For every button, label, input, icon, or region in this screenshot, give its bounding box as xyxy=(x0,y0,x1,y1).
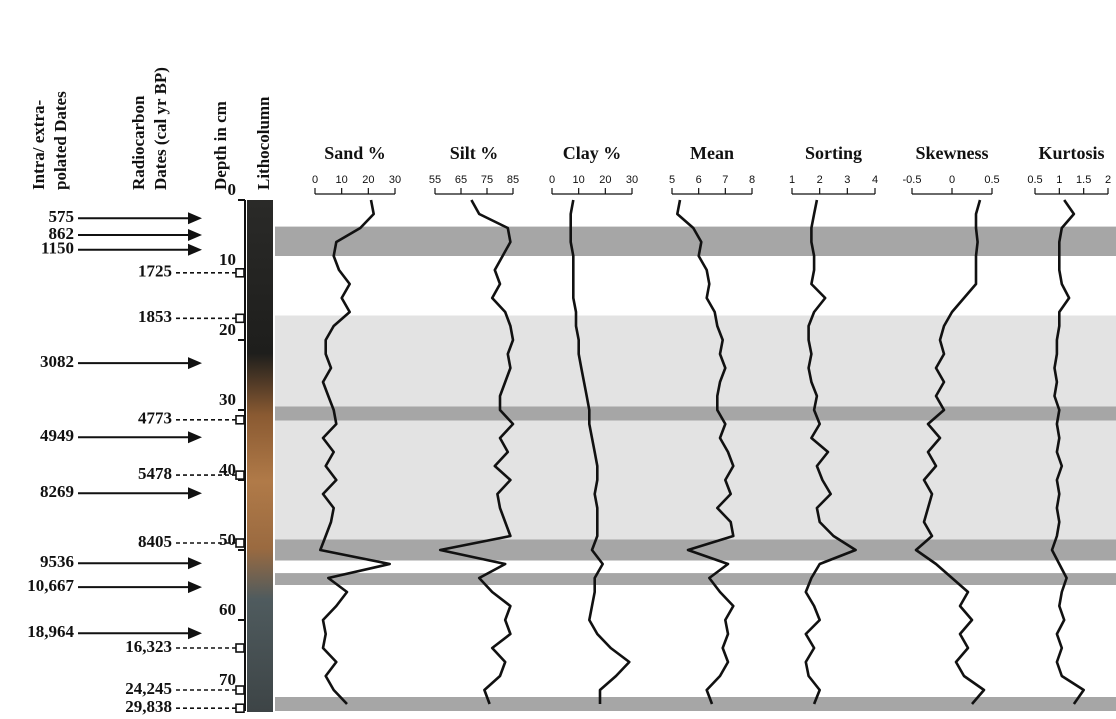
x-tick-label: 30 xyxy=(626,174,638,186)
date-marker xyxy=(236,314,244,322)
depth-band xyxy=(275,540,1116,561)
y-tick-label: 0 xyxy=(228,180,237,199)
arrow-head xyxy=(188,581,202,593)
date-marker xyxy=(236,686,244,694)
panel-title: Sand % xyxy=(324,143,386,163)
depth-band xyxy=(275,697,1116,711)
x-tick-label: 6 xyxy=(696,174,702,186)
interpolated-date: 9536 xyxy=(40,552,74,571)
date-marker xyxy=(236,539,244,547)
column-header: Dates (cal yr BP) xyxy=(151,67,170,190)
x-tick-label: 20 xyxy=(362,174,374,186)
depth-band xyxy=(275,316,1116,540)
y-tick-label: 60 xyxy=(219,600,236,619)
interpolated-date: 1150 xyxy=(41,239,74,258)
arrow-head xyxy=(188,431,202,443)
x-tick-label: 1 xyxy=(1056,174,1062,186)
x-tick-label: 2 xyxy=(1105,174,1111,186)
lithocolumn xyxy=(247,200,273,712)
panel-title: Sorting xyxy=(805,143,862,163)
x-tick-label: 10 xyxy=(336,174,348,186)
x-tick-label: 0 xyxy=(312,174,318,186)
column-header: Depth in cm xyxy=(211,101,230,190)
x-tick-label: 5 xyxy=(669,174,675,186)
date-marker xyxy=(236,416,244,424)
interpolated-date: 8269 xyxy=(40,482,74,501)
x-tick-label: 0.5 xyxy=(1027,174,1042,186)
panel-title: Skewness xyxy=(915,143,988,163)
arrow-head xyxy=(188,229,202,241)
radiocarbon-date: 1853 xyxy=(138,307,172,326)
x-tick-label: 85 xyxy=(507,174,519,186)
x-tick-label: 4 xyxy=(872,174,878,186)
x-tick-label: 75 xyxy=(481,174,493,186)
column-header: Radiocarbon xyxy=(129,95,148,190)
depth-band xyxy=(275,407,1116,421)
interpolated-date: 3082 xyxy=(40,352,74,371)
x-tick-label: 3 xyxy=(844,174,850,186)
date-marker xyxy=(236,269,244,277)
panel-title: Clay % xyxy=(563,143,622,163)
y-tick-label: 40 xyxy=(219,460,236,479)
radiocarbon-date: 24,245 xyxy=(125,679,172,698)
radiocarbon-date: 5478 xyxy=(138,464,172,483)
radiocarbon-date: 4773 xyxy=(138,409,172,428)
radiocarbon-date: 1725 xyxy=(138,262,172,281)
bands xyxy=(275,227,1116,711)
depth-band xyxy=(275,573,1116,585)
x-tick-label: 7 xyxy=(722,174,728,186)
y-tick-label: 50 xyxy=(219,530,236,549)
panel-title: Kurtosis xyxy=(1038,143,1104,163)
interpolated-date: 18,964 xyxy=(27,622,74,641)
arrow-head xyxy=(188,244,202,256)
x-tick-label: -0.5 xyxy=(903,174,922,186)
panel-title: Silt % xyxy=(450,143,499,163)
radiocarbon-date: 16,323 xyxy=(125,637,172,656)
x-tick-label: 0 xyxy=(949,174,955,186)
chart: Intra/ extra-polated Dates RadiocarbonDat… xyxy=(0,0,1116,719)
x-tick-label: 1 xyxy=(789,174,795,186)
date-marker xyxy=(236,471,244,479)
x-tick-label: 8 xyxy=(749,174,755,186)
arrow-head xyxy=(188,357,202,369)
y-tick-label: 20 xyxy=(219,320,236,339)
y-tick-label: 30 xyxy=(219,390,236,409)
date-marker xyxy=(236,704,244,712)
x-tick-label: 20 xyxy=(599,174,611,186)
radiocarbon-date: 8405 xyxy=(138,532,172,551)
radiocarbon-date: 29,838 xyxy=(125,697,172,716)
column-header: Lithocolumn xyxy=(254,96,273,190)
x-tick-label: 1.5 xyxy=(1076,174,1091,186)
column-header: polated Dates xyxy=(51,91,70,190)
arrow-head xyxy=(188,487,202,499)
panel-title: Mean xyxy=(690,143,734,163)
interpolated-date: 4949 xyxy=(40,426,74,445)
x-tick-label: 30 xyxy=(389,174,401,186)
x-tick-label: 0.5 xyxy=(984,174,999,186)
x-tick-label: 10 xyxy=(573,174,585,186)
x-tick-label: 2 xyxy=(817,174,823,186)
x-tick-label: 0 xyxy=(549,174,555,186)
y-tick-label: 70 xyxy=(219,670,236,689)
column-header: Intra/ extra- xyxy=(29,99,48,190)
arrow-head xyxy=(188,212,202,224)
interpolated-date: 10,667 xyxy=(27,576,74,595)
arrow-head xyxy=(188,557,202,569)
x-tick-label: 55 xyxy=(429,174,441,186)
x-tick-label: 65 xyxy=(455,174,467,186)
date-marker xyxy=(236,644,244,652)
arrow-head xyxy=(188,627,202,639)
y-tick-label: 10 xyxy=(219,250,236,269)
